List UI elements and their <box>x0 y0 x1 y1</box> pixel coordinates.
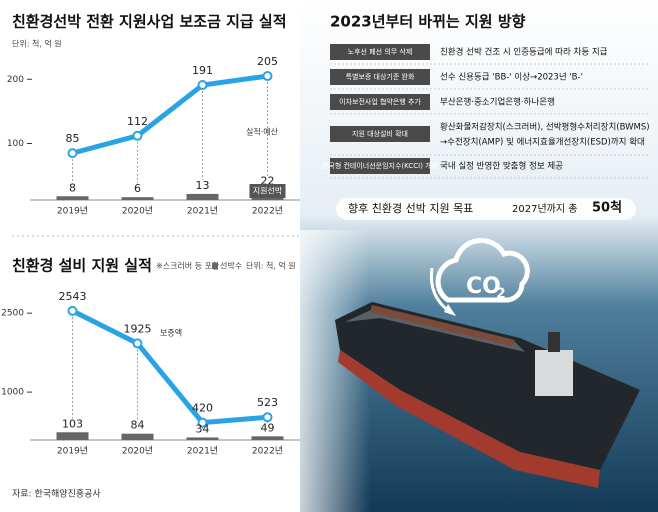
x-tick-label: 2020년 <box>122 206 153 217</box>
bar <box>56 432 89 440</box>
tag-text: 지원 대상설비 확대 <box>352 129 408 138</box>
point-value-label: 205 <box>257 55 278 68</box>
goal-number: 50척 <box>592 200 622 216</box>
bar-value-label: 49 <box>261 421 275 434</box>
point <box>67 305 78 316</box>
tag-text: 한국형 컨테이너선운임지수(KCCI) 개발 <box>322 161 439 170</box>
bar-value-label: 34 <box>196 422 210 435</box>
series-label: 실적·예산 <box>246 127 279 137</box>
bar-value-label: 13 <box>196 179 210 192</box>
tag-box <box>330 44 430 60</box>
co2-icon: CO 2 <box>429 237 530 316</box>
chart-title: 친환경선박 전환 지원사업 보조금 지급 실적 <box>12 13 287 31</box>
series-label-box <box>249 184 286 198</box>
x-tick-label: 2022년 <box>252 206 283 217</box>
row-text: 친환경 선박 건조 시 인증등급에 따라 차등 지급 <box>440 47 608 58</box>
unit-label: 단위: 척, 억 원 <box>12 39 62 49</box>
bar <box>121 433 154 440</box>
tag-box <box>330 126 430 142</box>
row-text: 황산화물저감장치(스크러버), 선박평형수처리장치(BWMS) <box>440 122 650 133</box>
row-text: 부산은행·중소기업은행·하나은행 <box>440 97 555 108</box>
x-tick-label: 2020년 <box>122 446 153 457</box>
point-value-label: 191 <box>192 64 213 77</box>
y-tick-label: 200 <box>7 75 24 85</box>
point <box>132 338 143 349</box>
x-tick-label: 2021년 <box>187 446 218 457</box>
panel-title: 2023년부터 바뀌는 지원 방향 <box>330 13 526 31</box>
tag-box <box>330 158 430 174</box>
point <box>262 71 273 82</box>
x-tick-label: 2022년 <box>252 446 283 457</box>
chart-title: 친환경 설비 지원 실적 <box>12 257 152 275</box>
tag-box <box>330 69 430 85</box>
bar <box>251 436 284 440</box>
bar-value-label: 103 <box>62 417 83 430</box>
point <box>197 417 208 428</box>
bar <box>186 193 219 200</box>
unit-label: 단위: 척, 억 원 <box>246 261 296 271</box>
y-tick-label: 1000 <box>1 388 24 398</box>
y-tick-label: 2500 <box>1 309 24 319</box>
point-value-label: 85 <box>66 132 80 145</box>
icon-text: CO <box>466 274 501 299</box>
x-tick-label: 2021년 <box>187 206 218 217</box>
bar <box>121 197 154 200</box>
legend-swatch <box>212 263 218 269</box>
row-text: →수전장치(AMP) 및 에너지효율개선장치(ESD)까지 확대 <box>440 137 645 148</box>
point-value-label: 420 <box>192 402 213 415</box>
series-label: 지원선박 <box>253 186 283 196</box>
row-text: 선수 신용등급 'BB-' 이상→2023년 'B-' <box>440 72 583 83</box>
bar-value-label: 8 <box>69 181 76 194</box>
line <box>71 73 268 156</box>
bar-value-label: 84 <box>131 419 145 432</box>
goal-text: 2027년까지 총 <box>512 203 577 215</box>
goal-label: 향후 친환경 선박 지원 목표 <box>348 202 473 215</box>
tag-text: 노후선 폐선 의무 삭제 <box>348 47 413 56</box>
point-value-label: 1925 <box>124 322 152 335</box>
series-label: 보증액 <box>160 328 182 338</box>
point <box>67 148 78 159</box>
tag-text: 이차보전사업 협약은행 추가 <box>339 97 421 106</box>
row-text: 국내 실정 반영한 맞춤형 정보 제공 <box>440 161 563 172</box>
ship <box>335 302 640 488</box>
tag-text: 특별보증 대상기준 완화 <box>346 72 415 81</box>
chart-note: ※스크러버 등 포함 <box>156 261 220 271</box>
bar <box>186 437 219 440</box>
source: 자료: 한국해양진흥공사 <box>12 488 101 500</box>
line <box>71 308 268 426</box>
goal-box <box>336 198 636 220</box>
point-value-label: 2543 <box>59 290 87 303</box>
point-value-label: 112 <box>127 115 148 128</box>
x-tick-label: 2019년 <box>57 446 88 457</box>
point <box>197 80 208 91</box>
bar-value-label: 6 <box>134 182 141 195</box>
bar <box>56 196 89 200</box>
tag-box <box>330 94 430 110</box>
y-tick-label: 100 <box>7 139 24 149</box>
point <box>132 130 143 141</box>
icon-subscript: 2 <box>496 286 506 302</box>
legend-label: 선박수 <box>220 261 242 271</box>
x-tick-label: 2019년 <box>57 206 88 217</box>
point-value-label: 523 <box>257 396 278 409</box>
point <box>262 412 273 423</box>
